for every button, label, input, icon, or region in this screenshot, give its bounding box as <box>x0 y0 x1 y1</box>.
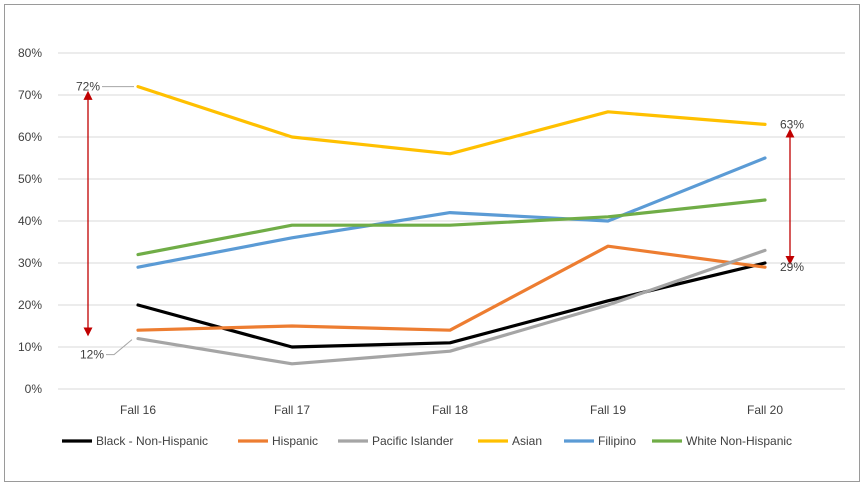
series-line-pacific-islander <box>136 248 767 366</box>
data-label: 12% <box>80 348 104 362</box>
series-line-white-non-hispanic <box>136 198 767 257</box>
annotation-leader <box>106 339 133 356</box>
legend-label: Black - Non-Hispanic <box>96 434 208 448</box>
y-tick-label: 0% <box>25 382 43 396</box>
legend-label: Pacific Islander <box>372 434 453 448</box>
gap-arrows <box>83 90 795 337</box>
series-line-hispanic <box>136 244 767 332</box>
y-axis-tick-labels: 0% 10% 20% 30% 40% 50% 60% 70% 80% <box>18 46 42 396</box>
x-tick-label: Fall 20 <box>747 403 783 417</box>
legend-label: Asian <box>512 434 542 448</box>
data-label: 72% <box>76 80 100 94</box>
legend-label: Filipino <box>598 434 636 448</box>
chart-frame <box>4 4 860 482</box>
y-tick-label: 70% <box>18 88 42 102</box>
y-tick-label: 20% <box>18 298 42 312</box>
annotations: 72% 12% 63% 29% <box>76 80 804 362</box>
y-tick-label: 50% <box>18 172 42 186</box>
series-line-filipino <box>136 156 767 269</box>
legend-label: White Non-Hispanic <box>686 434 792 448</box>
data-label: 29% <box>780 260 804 274</box>
x-tick-label: Fall 16 <box>120 403 156 417</box>
y-tick-label: 30% <box>18 256 42 270</box>
series-line-asian <box>136 84 767 156</box>
y-tick-label: 80% <box>18 46 42 60</box>
y-tick-label: 10% <box>18 340 42 354</box>
x-axis-tick-labels: Fall 16 Fall 17 Fall 18 Fall 19 Fall 20 <box>120 403 783 417</box>
y-tick-label: 40% <box>18 214 42 228</box>
legend-label: Hispanic <box>272 434 318 448</box>
series-lines <box>136 84 767 366</box>
x-tick-label: Fall 19 <box>590 403 626 417</box>
data-label: 63% <box>780 117 804 131</box>
legend: Black - Non-Hispanic Hispanic Pacific Isla… <box>62 434 792 448</box>
x-tick-label: Fall 18 <box>432 403 468 417</box>
y-tick-label: 60% <box>18 130 42 144</box>
x-tick-label: Fall 17 <box>274 403 310 417</box>
gridlines <box>58 52 845 390</box>
